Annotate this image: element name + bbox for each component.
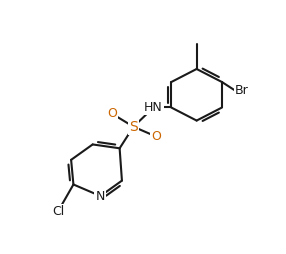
Text: O: O [152, 130, 162, 143]
Text: O: O [107, 107, 117, 120]
Text: N: N [96, 189, 105, 202]
Text: S: S [129, 120, 138, 134]
Text: Br: Br [235, 84, 249, 97]
Text: HN: HN [144, 101, 163, 114]
Text: Cl: Cl [52, 205, 64, 218]
